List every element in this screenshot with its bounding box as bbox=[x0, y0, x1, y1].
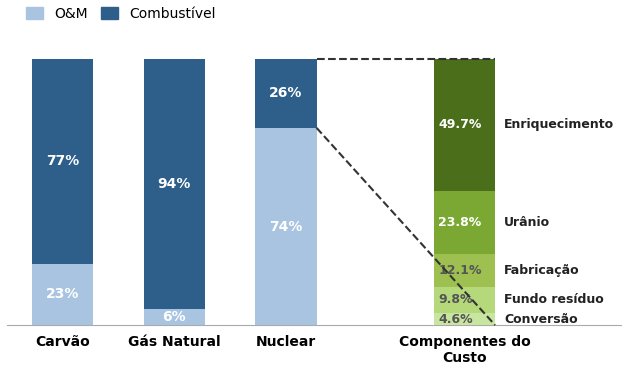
Bar bbox=[434, 191, 495, 254]
Text: 94%: 94% bbox=[158, 177, 191, 191]
Bar bbox=[255, 128, 316, 325]
Text: 6%: 6% bbox=[163, 310, 186, 324]
Text: 77%: 77% bbox=[46, 154, 79, 168]
Text: Enriquecimento: Enriquecimento bbox=[504, 118, 614, 131]
Text: 74%: 74% bbox=[269, 219, 303, 234]
Bar bbox=[255, 58, 316, 128]
Bar bbox=[32, 264, 93, 325]
Text: Urânio: Urânio bbox=[504, 216, 550, 229]
Bar bbox=[434, 254, 495, 287]
Text: 23.8%: 23.8% bbox=[438, 216, 482, 229]
Text: 23%: 23% bbox=[46, 288, 80, 301]
Bar bbox=[143, 309, 205, 325]
Text: Fundo resíduo: Fundo resíduo bbox=[504, 293, 604, 306]
Text: 9.8%: 9.8% bbox=[438, 293, 473, 306]
Legend: O&M, Combustível: O&M, Combustível bbox=[26, 7, 216, 21]
Bar bbox=[434, 287, 495, 313]
Text: 49.7%: 49.7% bbox=[438, 118, 482, 131]
Bar bbox=[32, 58, 93, 264]
Bar bbox=[434, 313, 495, 325]
Text: 26%: 26% bbox=[269, 86, 303, 100]
Text: Fabricação: Fabricação bbox=[504, 264, 579, 277]
Text: Conversão: Conversão bbox=[504, 312, 577, 326]
Text: 4.6%: 4.6% bbox=[438, 312, 473, 326]
Text: 12.1%: 12.1% bbox=[438, 264, 482, 277]
Bar bbox=[143, 58, 205, 309]
Bar bbox=[434, 58, 495, 191]
